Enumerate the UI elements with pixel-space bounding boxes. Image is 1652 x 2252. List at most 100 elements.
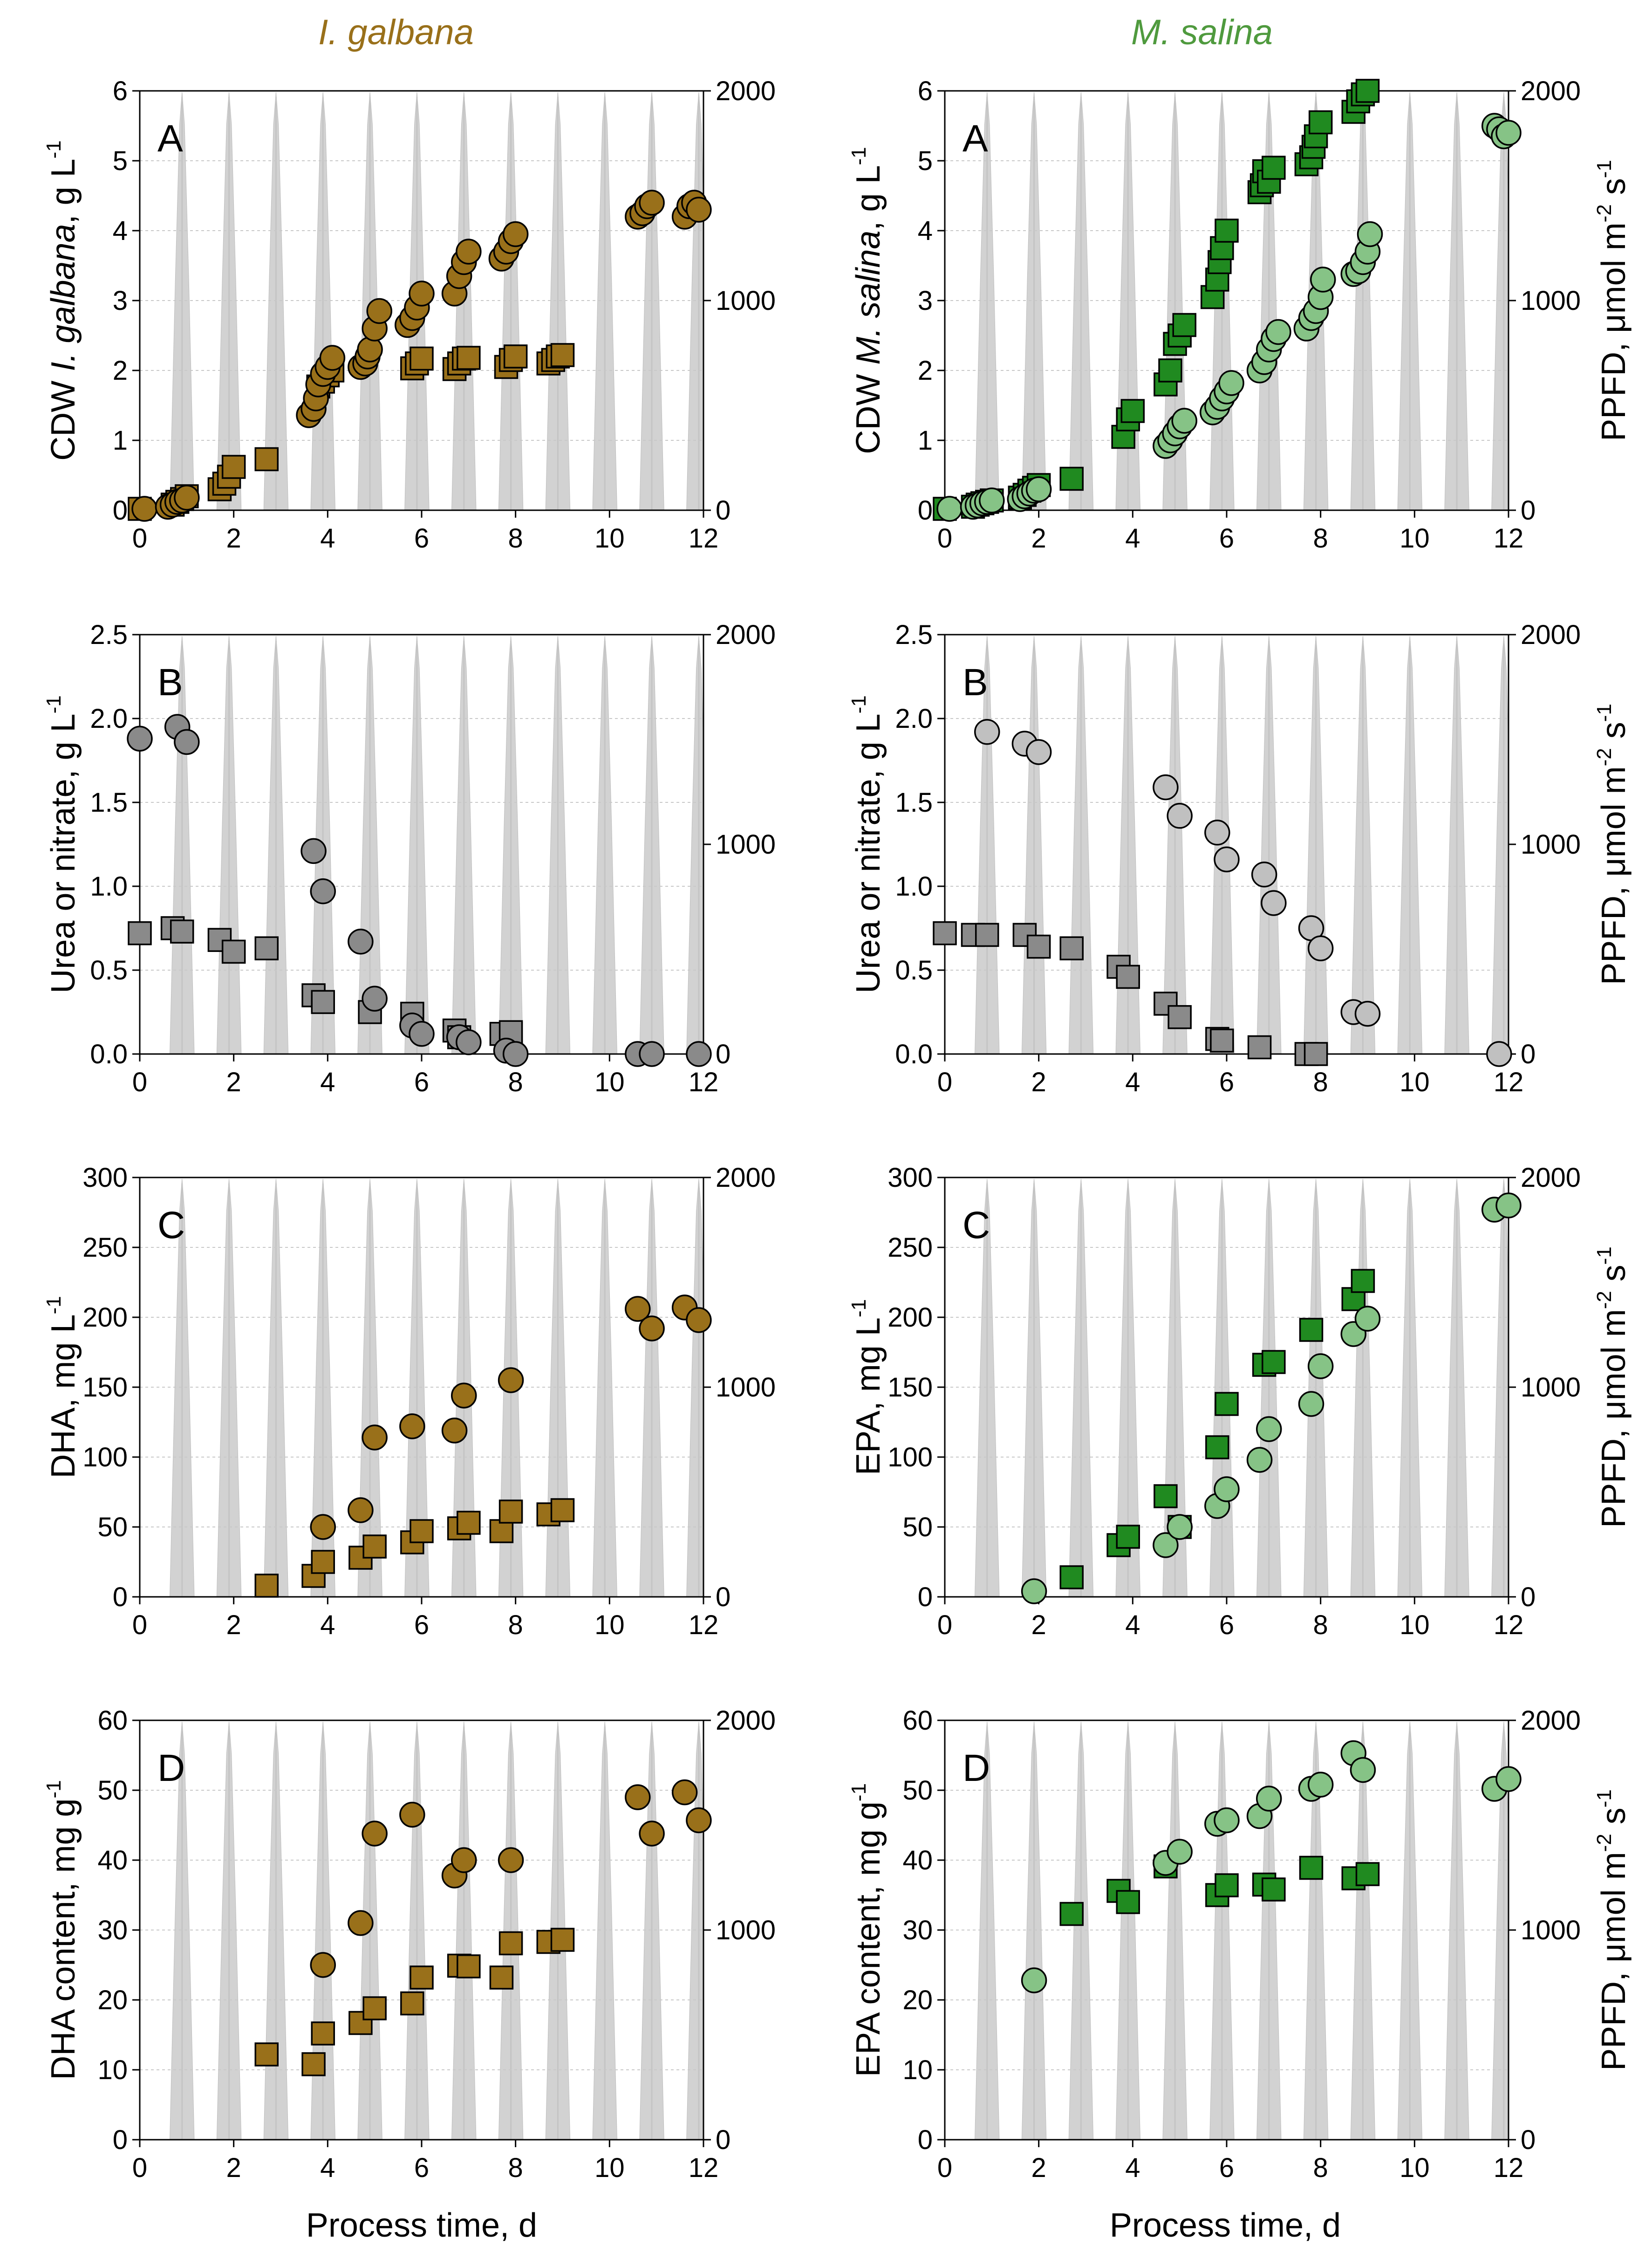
- panel-letter: C: [963, 1204, 990, 1246]
- data-point-circle: [357, 336, 383, 363]
- panel-salina-B: 0.0 0.5 1.0 1.5 2.0 2.5 0 1000 2000 0 2 4 6 8 10 12 B Ure…: [847, 620, 1632, 1097]
- data-point-circle: [686, 1041, 712, 1067]
- x-tick-label: 10: [1399, 523, 1430, 554]
- x-tick-label: 0: [132, 1610, 147, 1640]
- y-tick-label: 30: [902, 1915, 933, 1945]
- y2-tick-label: 1000: [716, 286, 776, 316]
- data-point-circle: [1307, 1353, 1334, 1379]
- data-point-square: [1308, 110, 1333, 135]
- x-tick-label: 10: [1399, 1067, 1430, 1097]
- y-tick-label: 1: [918, 425, 933, 456]
- data-point-square: [1304, 1042, 1328, 1066]
- y-tick-label: 1.0: [895, 871, 933, 902]
- x-tick-label: 4: [320, 523, 335, 554]
- y-tick-label: 250: [887, 1232, 933, 1263]
- data-point-circle: [1167, 1839, 1193, 1865]
- x-tick-label: 12: [689, 523, 719, 554]
- panel-letter: A: [157, 117, 183, 160]
- data-point-circle: [362, 986, 388, 1012]
- data-point-square: [1262, 1350, 1286, 1374]
- data-point-circle: [310, 1952, 336, 1978]
- x-tick-label: 4: [320, 1610, 335, 1640]
- data-point-circle: [451, 1383, 477, 1409]
- y-axis-title: EPA content, mg g-1: [847, 1783, 887, 2077]
- y-tick-label: 150: [82, 1372, 128, 1403]
- y-tick-label: 300: [887, 1163, 933, 1193]
- panel-salina-C: 0 50 100 150 200 250 300 0 1000 2000 0 2 4 6 8 10 12 C EPA…: [847, 1163, 1632, 1640]
- y2-tick-label: 2000: [1521, 1163, 1581, 1193]
- data-point-circle: [639, 1821, 665, 1847]
- data-point-square: [254, 447, 279, 472]
- plot-area: [945, 1721, 1509, 2140]
- y-tick-label: 40: [902, 1845, 933, 1876]
- data-point-square: [301, 2052, 326, 2076]
- data-point-square: [1116, 1890, 1140, 1914]
- data-point-square: [933, 921, 957, 945]
- data-point-square: [1215, 1392, 1239, 1416]
- data-point-circle: [1251, 862, 1277, 888]
- data-point-circle: [366, 298, 392, 324]
- y-tick-label: 2.0: [90, 704, 128, 734]
- data-point-circle: [686, 1807, 712, 1834]
- data-point-square: [1172, 313, 1196, 337]
- data-point-square: [489, 1965, 514, 1990]
- data-point-square: [498, 1499, 523, 1524]
- y-tick-label: 50: [902, 1775, 933, 1806]
- y-tick-label: 0: [113, 495, 128, 526]
- y-tick-label: 0.5: [90, 955, 128, 986]
- data-point-circle: [625, 1784, 651, 1810]
- series-squares: [254, 1498, 575, 1598]
- data-point-square: [1351, 1269, 1375, 1293]
- panel-letter: C: [157, 1204, 185, 1246]
- x-tick-label: 6: [1219, 2153, 1234, 2183]
- x-tick-label: 6: [1219, 1067, 1234, 1097]
- data-point-square: [1158, 358, 1182, 383]
- y2-axis-title: PPFD, μmol m-2 s-1: [1593, 160, 1632, 441]
- data-point-circle: [1354, 1306, 1381, 1332]
- y2-tick-label: 1000: [716, 1372, 776, 1403]
- data-point-square: [410, 1965, 434, 1990]
- data-point-square: [1262, 156, 1286, 180]
- x-axis-title-galbana: Process time, d: [306, 2207, 537, 2244]
- data-point-square: [311, 2021, 335, 2046]
- data-point-square: [1026, 934, 1051, 959]
- x-tick-label: 10: [594, 2153, 625, 2183]
- data-point-square: [221, 455, 246, 479]
- y-axis-title: EPA, mg L-1: [847, 1299, 887, 1475]
- data-point-square: [362, 1534, 387, 1559]
- data-point-square: [254, 936, 279, 960]
- column-title-salina: M. salina: [1131, 13, 1273, 52]
- x-tick-label: 6: [1219, 1610, 1234, 1640]
- x-tick-label: 4: [1125, 1610, 1140, 1640]
- y2-tick-label: 2000: [716, 1705, 776, 1736]
- y-tick-label: 6: [918, 76, 933, 106]
- y-tick-label: 50: [902, 1512, 933, 1542]
- y-tick-label: 0.0: [90, 1039, 128, 1069]
- data-point-circle: [409, 281, 435, 307]
- x-tick-label: 8: [1313, 2153, 1328, 2183]
- data-point-circle: [1354, 1000, 1381, 1027]
- x-tick-label: 12: [1494, 1067, 1524, 1097]
- y2-tick-label: 0: [716, 1039, 730, 1069]
- data-point-square: [550, 1928, 575, 1952]
- data-point-circle: [639, 1315, 665, 1342]
- series-circles: [1021, 1192, 1522, 1604]
- data-point-circle: [1025, 739, 1052, 765]
- y-tick-label: 0: [918, 1582, 933, 1612]
- y-tick-label: 50: [97, 1775, 128, 1806]
- x-tick-label: 2: [1031, 1067, 1046, 1097]
- y2-tick-label: 2000: [716, 76, 776, 106]
- data-point-circle: [348, 1497, 374, 1523]
- panel-galbana-B: 0.0 0.5 1.0 1.5 2.0 2.5 0 1000 2000 0 2 4 6 8 10 12 B Ure…: [42, 620, 776, 1097]
- data-point-circle: [1265, 319, 1291, 345]
- data-point-circle: [498, 1847, 524, 1873]
- x-tick-label: 0: [132, 1067, 147, 1097]
- x-tick-label: 0: [132, 2153, 147, 2183]
- x-tick-label: 2: [226, 1067, 241, 1097]
- data-point-square: [1205, 1435, 1229, 1459]
- data-point-square: [1215, 1873, 1239, 1897]
- y-tick-label: 250: [82, 1232, 128, 1263]
- series-squares: [254, 1928, 575, 2076]
- data-point-circle: [498, 1367, 524, 1393]
